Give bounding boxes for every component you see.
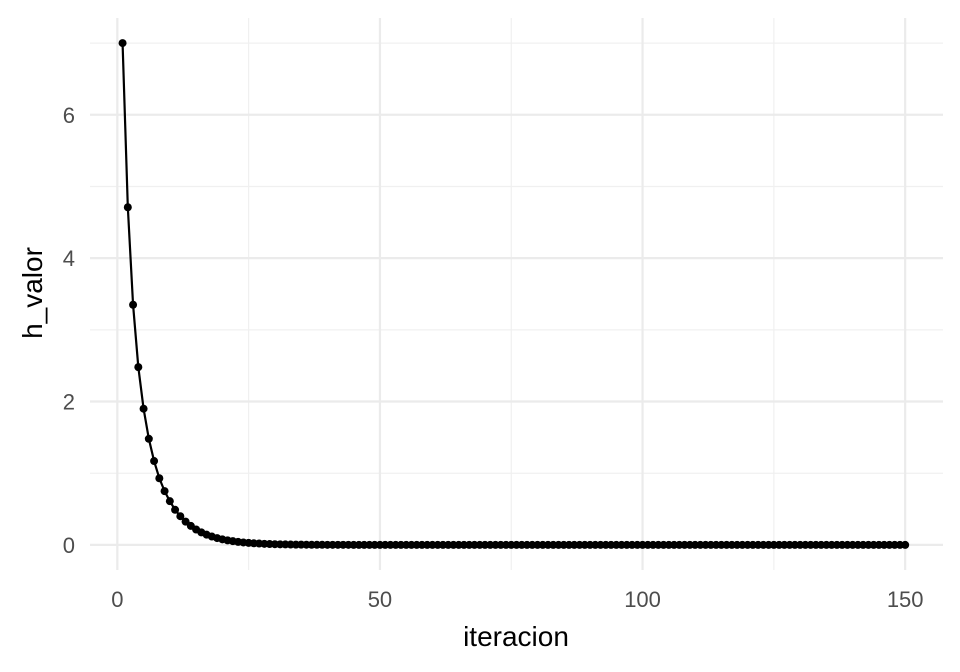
minor-gridlines <box>90 18 943 570</box>
data-point <box>155 474 164 483</box>
data-point <box>139 404 148 413</box>
x-tick-label: 150 <box>887 587 924 612</box>
data-point <box>129 300 138 309</box>
y-axis-tick-labels: 0 2 4 6 <box>63 103 75 558</box>
series-points-group <box>118 39 910 549</box>
data-point <box>118 39 127 48</box>
series-line-group <box>121 43 906 547</box>
x-axis-title: iteracion <box>463 621 569 652</box>
x-tick-label: 100 <box>624 587 661 612</box>
x-tick-label: 50 <box>368 587 392 612</box>
y-tick-label: 2 <box>63 390 75 415</box>
data-point <box>160 487 169 496</box>
data-point <box>176 512 185 521</box>
x-tick-label: 0 <box>111 587 123 612</box>
series-line <box>121 43 906 547</box>
data-point <box>901 540 910 549</box>
data-point <box>150 457 159 466</box>
y-tick-label: 0 <box>63 533 75 558</box>
data-point <box>144 434 153 443</box>
data-point <box>171 505 180 514</box>
x-axis-tick-labels: 0 50 100 150 <box>111 587 923 612</box>
data-point <box>165 497 174 506</box>
y-tick-label: 4 <box>63 246 75 271</box>
y-tick-label: 6 <box>63 103 75 128</box>
y-axis-title: h_valor <box>17 247 48 339</box>
major-gridlines <box>90 18 943 570</box>
data-point <box>134 363 143 372</box>
data-point <box>123 203 132 212</box>
